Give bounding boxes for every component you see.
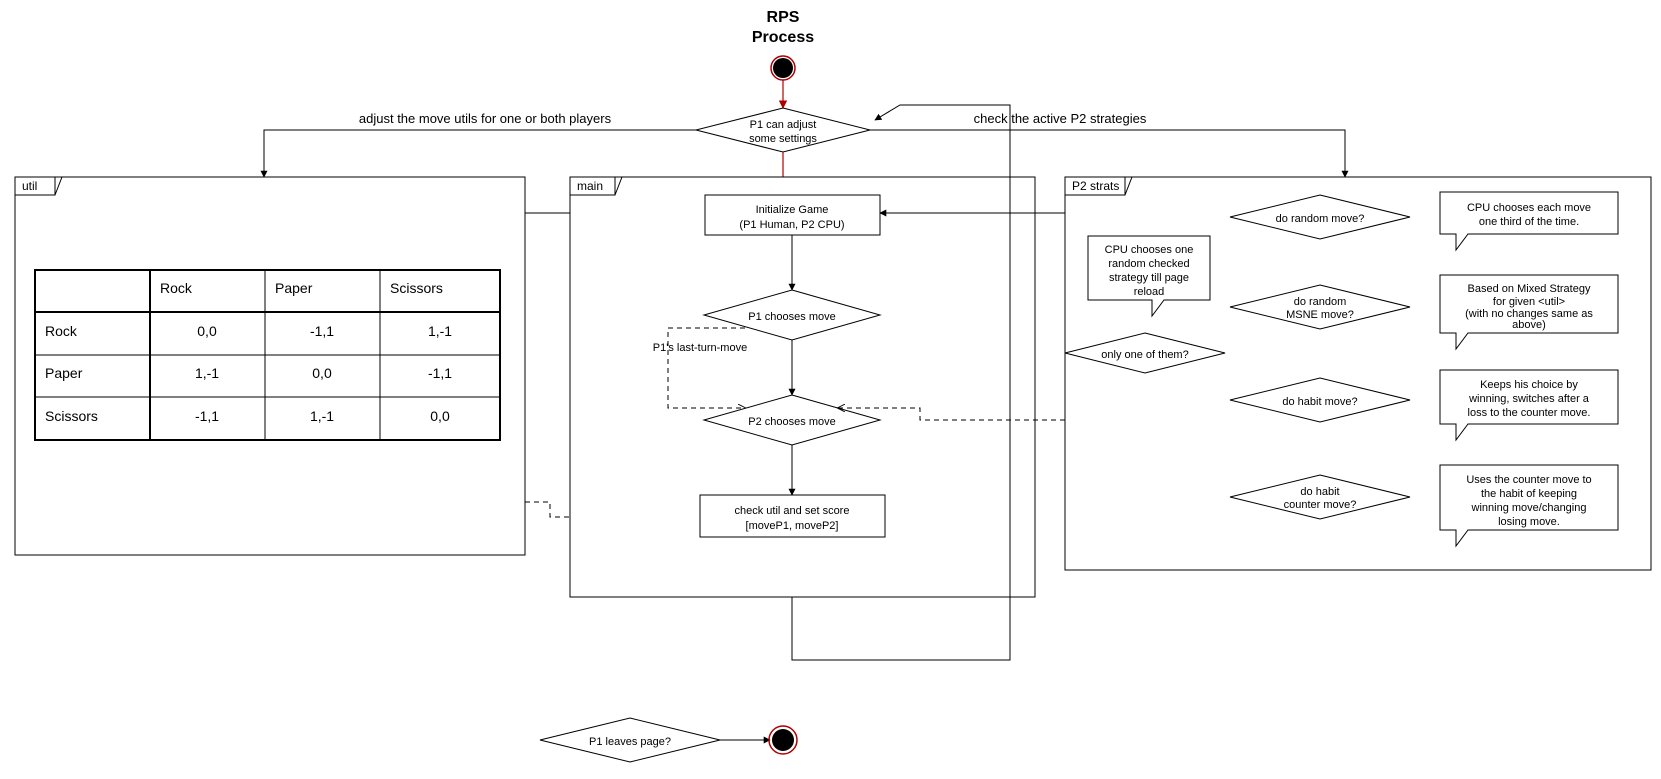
svg-text:CPU chooses one: CPU chooses one [1105, 244, 1194, 256]
p2choose-t: P2 chooses move [748, 416, 835, 428]
r2c1: -1,1 [195, 408, 219, 424]
svg-text:Uses the counter move to: Uses the counter move to [1466, 474, 1591, 486]
r0c1: 0,0 [197, 323, 217, 339]
checkutil-l1: check util and set score [735, 505, 850, 517]
r1c3: -1,1 [428, 365, 452, 381]
svg-text:Keeps his choice by: Keeps his choice by [1480, 379, 1578, 391]
node-settings: P1 can adjust some settings [696, 108, 870, 152]
svg-text:strategy till page: strategy till page [1109, 272, 1189, 284]
th-scissors: Scissors [390, 280, 443, 296]
r1-name: Paper [45, 365, 83, 381]
container-util-label: util [22, 179, 37, 193]
svg-text:Based on Mixed Strategy: Based on Mixed Strategy [1468, 283, 1591, 295]
container-main-label: main [577, 179, 603, 193]
init-l2: (P1 Human, P2 CPU) [739, 219, 844, 231]
svg-text:random checked: random checked [1108, 258, 1189, 270]
edge-label-check: check the active P2 strategies [974, 111, 1147, 126]
r2-name: Scissors [45, 408, 98, 424]
th-paper: Paper [275, 280, 313, 296]
svg-text:winning move/changing: winning move/changing [1471, 502, 1587, 514]
r0-name: Rock [45, 323, 78, 339]
msne-l1: do random [1294, 296, 1347, 308]
svg-text:one third of the time.: one third of the time. [1479, 216, 1579, 228]
edge-lastturn-label: P1's last-turn-move [653, 342, 747, 354]
onlyone-t: only one of them? [1101, 349, 1188, 361]
svg-text:reload: reload [1134, 286, 1165, 298]
r0c2: -1,1 [310, 323, 334, 339]
svg-text:for given <util>: for given <util> [1493, 296, 1565, 308]
svg-text:CPU chooses each move: CPU chooses each move [1467, 202, 1591, 214]
r1c2: 0,0 [312, 365, 332, 381]
edge-settings-strats [870, 130, 1345, 177]
container-strats-label: P2 strats [1072, 179, 1119, 193]
settings-l2: some settings [749, 133, 817, 145]
msne-l2: MSNE move? [1286, 309, 1354, 321]
svg-text:losing move.: losing move. [1498, 516, 1560, 528]
svg-text:above): above) [1512, 319, 1546, 331]
habit-t: do habit move? [1282, 396, 1357, 408]
r2c2: 1,-1 [310, 408, 334, 424]
th-rock: Rock [160, 280, 193, 296]
payoff-table: Rock Paper Scissors Rock 0,0 -1,1 1,-1 P… [35, 270, 500, 440]
edge-label-adjust: adjust the move utils for one or both pl… [359, 111, 612, 126]
edge-settings-util [264, 130, 696, 177]
r2c3: 0,0 [430, 408, 450, 424]
svg-text:the habit of keeping: the habit of keeping [1481, 488, 1577, 500]
habitc-l1: do habit [1300, 486, 1339, 498]
r0c3: 1,-1 [428, 323, 452, 339]
habitc-l2: counter move? [1284, 499, 1357, 511]
checkutil-l2: [moveP1, moveP2] [746, 520, 839, 532]
r1c1: 1,-1 [195, 365, 219, 381]
title-line2: Process [752, 29, 814, 46]
random-t: do random move? [1276, 213, 1365, 225]
settings-l1: P1 can adjust [750, 119, 817, 131]
title-line1: RPS [767, 9, 800, 26]
leaves-t: P1 leaves page? [589, 736, 671, 748]
p1choose-t: P1 chooses move [748, 311, 835, 323]
start-node [773, 58, 793, 78]
init-l1: Initialize Game [756, 204, 829, 216]
svg-text:winning, switches after a: winning, switches after a [1468, 393, 1590, 405]
end-node-inner [772, 729, 794, 751]
svg-text:loss to the counter move.: loss to the counter move. [1468, 407, 1591, 419]
